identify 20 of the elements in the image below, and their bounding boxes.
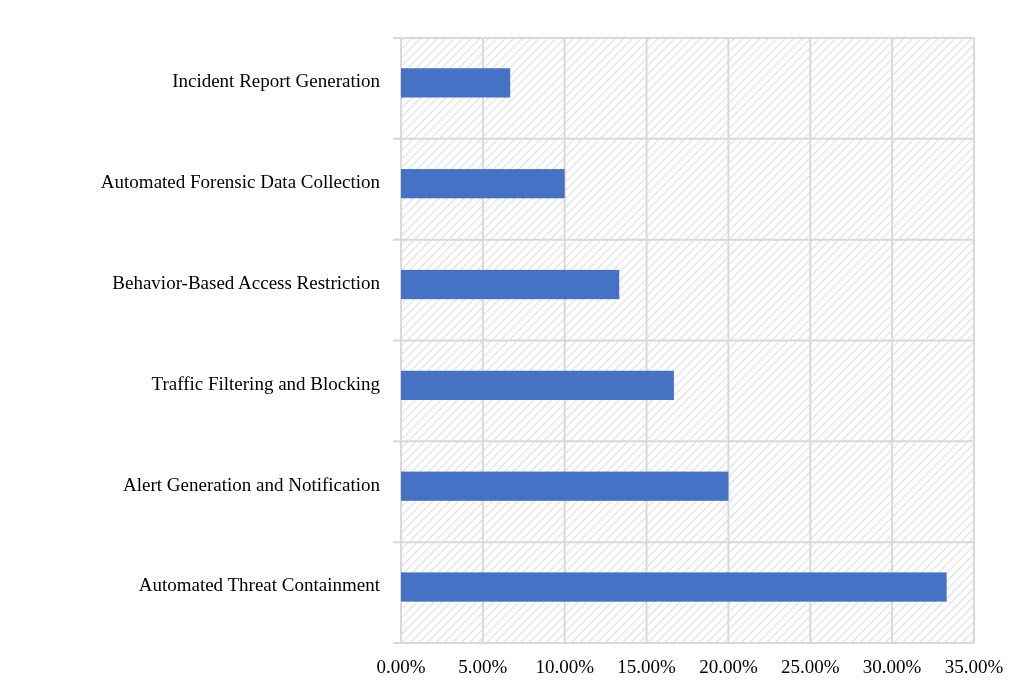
x-tick-label: 10.00% [535, 656, 595, 677]
bar [401, 572, 947, 602]
y-tick-label: Automated Threat Containment [138, 574, 381, 596]
x-tick-label: 30.00% [862, 656, 922, 677]
bar [401, 471, 729, 501]
x-tick-label: 0.00% [376, 656, 426, 677]
x-tick-label: 20.00% [699, 656, 758, 677]
x-tick-label: 15.00% [617, 656, 677, 677]
y-tick-label: Alert Generation and Notification [123, 473, 381, 495]
y-tick-label: Traffic Filtering and Blocking [151, 372, 381, 394]
bar [401, 68, 511, 98]
y-tick-label: Incident Report Generation [172, 70, 381, 92]
bar [401, 269, 620, 300]
x-tick-label: 5.00% [458, 656, 508, 677]
y-tick-label: Behavior-Based Access Restriction [112, 271, 381, 293]
y-tick-label: Automated Forensic Data Collection [100, 171, 381, 193]
x-tick-label: 25.00% [781, 656, 840, 677]
bar [401, 169, 565, 199]
x-tick-label: 35.00% [944, 656, 1004, 677]
bar [401, 370, 674, 400]
